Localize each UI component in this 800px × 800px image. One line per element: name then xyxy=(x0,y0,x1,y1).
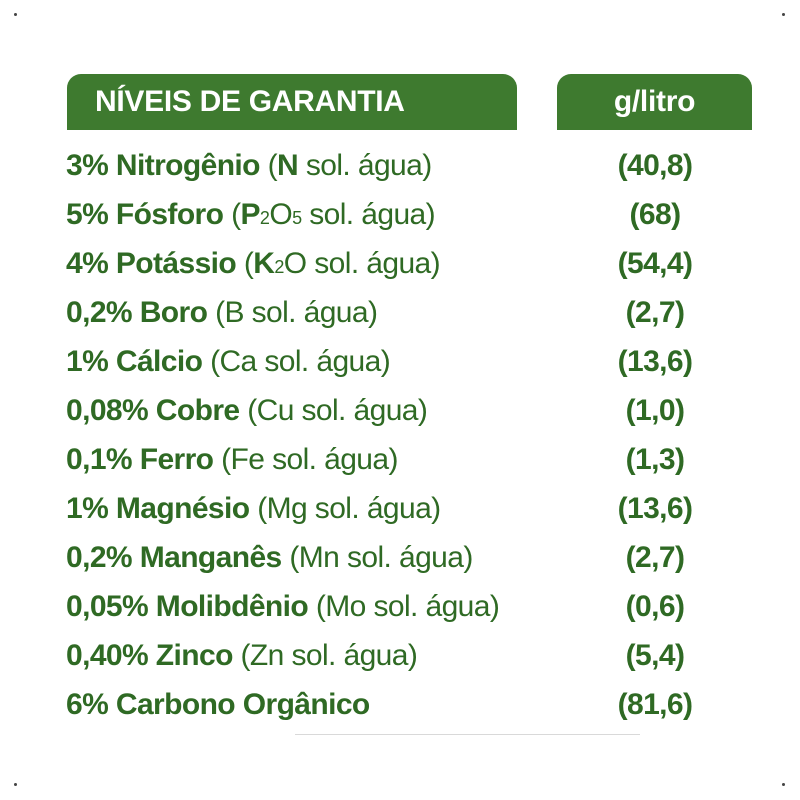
solubility-text: sol. água) xyxy=(298,149,432,182)
nutrient-percent: 6% Carbono Orgânico xyxy=(66,688,370,721)
nutrient-label: 0,40% Zinco (Zn sol. água) xyxy=(66,639,418,673)
solubility-text: (B sol. água) xyxy=(215,296,378,329)
element-symbol: N xyxy=(277,149,299,182)
nutrient-value: (5,4) xyxy=(625,639,685,672)
corner-mark xyxy=(14,783,17,786)
nutrient-percent: 1% Cálcio xyxy=(66,345,203,378)
divider xyxy=(295,734,640,735)
nutrient-percent: 1% Magnésio xyxy=(66,492,250,525)
subscript: 5 xyxy=(292,208,302,228)
table-row: 0,05% Molibdênio (Mo sol. água) (0,6) xyxy=(0,585,800,629)
paren: ( xyxy=(267,149,278,182)
nutrient-percent: 0,2% Manganês xyxy=(66,541,282,574)
solubility-text: (Mg sol. água) xyxy=(257,492,441,525)
table-row: 0,40% Zinco (Zn sol. água) (5,4) xyxy=(0,634,800,678)
nutrient-value: (40,8) xyxy=(617,149,693,182)
table-row: 4% Potássio (K2O sol. água) (54,4) xyxy=(0,242,800,286)
table-row: 0,1% Ferro (Fe sol. água) (1,3) xyxy=(0,438,800,482)
nutrient-label: 0,05% Molibdênio (Mo sol. água) xyxy=(66,590,500,624)
nutrient-label: 1% Cálcio (Ca sol. água) xyxy=(66,345,391,379)
nutrient-label: 4% Potássio (K2O sol. água) xyxy=(66,247,441,281)
solubility-text: (Mo sol. água) xyxy=(315,590,500,623)
nutrient-label: 0,08% Cobre (Cu sol. água) xyxy=(66,394,428,428)
nutrient-value: (1,3) xyxy=(625,443,685,476)
paren: ( xyxy=(231,198,241,231)
corner-mark xyxy=(782,783,785,786)
nutrient-value: (54,4) xyxy=(617,247,693,280)
header-levels-label: NÍVEIS DE GARANTIA xyxy=(95,85,405,118)
element-symbol: K xyxy=(253,247,275,280)
nutrient-percent: 4% Potássio xyxy=(66,247,237,280)
nutrient-percent: 3% Nitrogênio xyxy=(66,149,260,182)
solubility-text: sol. água) xyxy=(306,247,441,280)
table-header-levels: NÍVEIS DE GARANTIA xyxy=(67,74,517,130)
table-row: 3% Nitrogênio (N sol. água) (40,8) xyxy=(0,144,800,188)
nutrient-value: (13,6) xyxy=(617,492,693,525)
table-row: 6% Carbono Orgânico (81,6) xyxy=(0,683,800,727)
paren: ( xyxy=(243,247,254,280)
nutrient-value: (81,6) xyxy=(617,688,693,721)
nutrient-value: (13,6) xyxy=(617,345,693,378)
table-row: 1% Magnésio (Mg sol. água) (13,6) xyxy=(0,487,800,531)
table-header-unit: g/litro xyxy=(557,74,752,130)
nutrient-percent: 0,40% Zinco xyxy=(66,639,233,672)
header-unit-label: g/litro xyxy=(613,85,696,118)
corner-mark xyxy=(782,13,785,16)
element-symbol: O xyxy=(283,247,307,280)
subscript: 2 xyxy=(259,208,270,228)
element-symbol: P xyxy=(240,198,261,231)
guarantee-table-panel xyxy=(40,60,760,740)
solubility-text: (Zn sol. água) xyxy=(240,639,418,672)
nutrient-value: (2,7) xyxy=(625,296,685,329)
solubility-text: (Cu sol. água) xyxy=(247,394,428,427)
table-row: 0,08% Cobre (Cu sol. água) (1,0) xyxy=(0,389,800,433)
nutrient-label: 1% Magnésio (Mg sol. água) xyxy=(66,492,441,526)
table-row: 5% Fósforo (P2O5 sol. água) (68) xyxy=(0,193,800,237)
nutrient-label: 3% Nitrogênio (N sol. água) xyxy=(66,149,432,183)
nutrient-percent: 0,2% Boro xyxy=(66,296,208,329)
nutrient-value: (0,6) xyxy=(625,590,685,623)
subscript: 2 xyxy=(274,257,284,277)
nutrient-label: 0,2% Manganês (Mn sol. água) xyxy=(66,541,473,575)
nutrient-percent: 0,05% Molibdênio xyxy=(66,590,309,623)
nutrient-label: 0,1% Ferro (Fe sol. água) xyxy=(66,443,398,477)
nutrient-label: 6% Carbono Orgânico xyxy=(66,688,370,722)
solubility-text: (Ca sol. água) xyxy=(210,345,391,378)
nutrient-percent: 0,1% Ferro xyxy=(66,443,214,476)
nutrient-label: 5% Fósforo (P2O5 sol. água) xyxy=(66,198,436,232)
table-row: 0,2% Manganês (Mn sol. água) (2,7) xyxy=(0,536,800,580)
nutrient-percent: 0,08% Cobre xyxy=(66,394,240,427)
element-symbol: O xyxy=(269,198,293,231)
table-row: 1% Cálcio (Ca sol. água) (13,6) xyxy=(0,340,800,384)
solubility-text: (Mn sol. água) xyxy=(289,541,473,574)
nutrient-percent: 5% Fósforo xyxy=(66,198,224,231)
nutrient-value: (68) xyxy=(629,198,682,231)
nutrient-value: (2,7) xyxy=(625,541,685,574)
nutrient-value: (1,0) xyxy=(625,394,685,427)
table-row: 0,2% Boro (B sol. água) (2,7) xyxy=(0,291,800,335)
solubility-text: (Fe sol. água) xyxy=(221,443,398,476)
solubility-text: sol. água) xyxy=(301,198,435,231)
nutrient-label: 0,2% Boro (B sol. água) xyxy=(66,296,378,330)
corner-mark xyxy=(14,13,17,16)
